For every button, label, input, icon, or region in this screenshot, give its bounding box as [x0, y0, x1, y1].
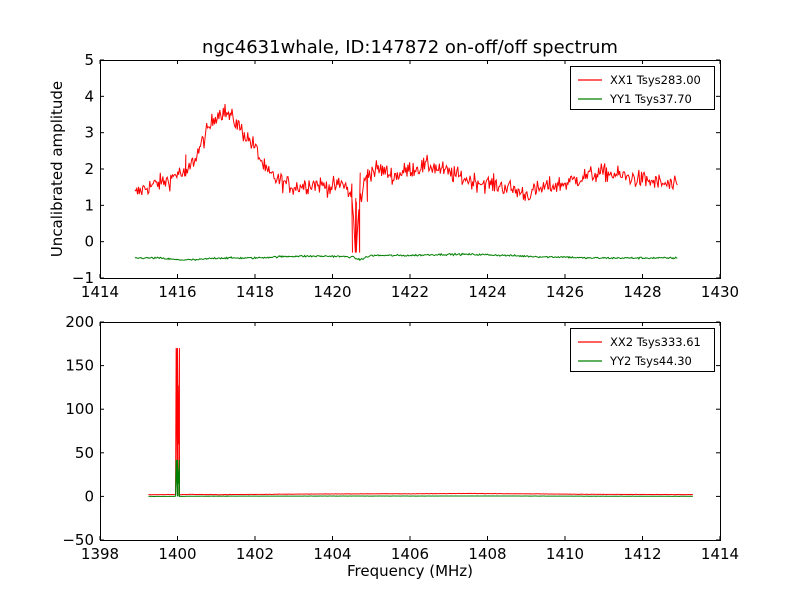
- x-tick-label: 1426: [546, 283, 584, 301]
- x-tick-label: 1406: [391, 545, 429, 563]
- x-tick-label: 1402: [236, 545, 274, 563]
- y-tick-label: 150: [65, 357, 94, 375]
- legend: XX2 Tsys333.61 YY2 Tsys44.30: [570, 328, 715, 372]
- series-line-xx1: [134, 103, 678, 253]
- y-tick-label: −1: [72, 269, 94, 287]
- legend-box: [570, 66, 715, 110]
- x-tick-label: 1430: [701, 283, 739, 301]
- x-tick-label: 1420: [313, 283, 351, 301]
- x-tick-label: 1414: [701, 545, 739, 563]
- y-tick-label: 100: [65, 400, 94, 418]
- legend-entry: YY1 Tsys37.70: [609, 92, 692, 106]
- x-tick-label: 1428: [623, 283, 661, 301]
- y-tick-label: 200: [65, 313, 94, 331]
- legend-entry: XX2 Tsys333.61: [610, 335, 701, 349]
- y-tick-label: −50: [62, 531, 94, 549]
- plot-1: 1414 1416 1418 1420 1422 1424 1426 1428 1430 −1 0 1…: [48, 37, 739, 301]
- y-tick-label: 5: [84, 51, 94, 69]
- x-tick-label: 1398: [81, 545, 119, 563]
- x-tick-label: 1414: [81, 283, 119, 301]
- chart-title: ngc4631whale, ID:147872 on-off/off spect…: [202, 37, 618, 58]
- series-line-yy2: [148, 459, 693, 498]
- plot-2: 1398 1400 1402 1404 1406 1408 1410 1412 1414 −50 0…: [62, 313, 739, 580]
- x-tick-label: 1410: [546, 545, 584, 563]
- y-tick-label: 4: [84, 87, 94, 105]
- x-tick-label: 1408: [468, 545, 506, 563]
- x-tick-label: 1404: [313, 545, 351, 563]
- legend-box: [570, 328, 715, 372]
- x-axis-label: Frequency (MHz): [347, 562, 473, 580]
- series-line-xx2: [148, 348, 694, 496]
- y-tick-label: 2: [84, 160, 94, 178]
- x-tick-label: 1412: [623, 545, 661, 563]
- y-tick-label: 0: [84, 233, 94, 251]
- x-tick-label: 1422: [391, 283, 429, 301]
- legend: XX1 Tsys283.00 YY1 Tsys37.70: [570, 66, 715, 110]
- series-group: [134, 103, 678, 262]
- y-tick-label: 0: [84, 487, 94, 505]
- y-tick-label: 50: [75, 444, 94, 462]
- y-tick-label: 3: [84, 124, 94, 142]
- legend-entry: YY2 Tsys44.30: [609, 354, 692, 368]
- y-axis-label: Uncalibrated amplitude: [48, 81, 66, 257]
- x-tick-label: 1424: [468, 283, 506, 301]
- x-tick-label: 1418: [236, 283, 274, 301]
- y-tick-label: 1: [84, 196, 94, 214]
- x-tick-label: 1416: [158, 283, 196, 301]
- series-group: [148, 348, 694, 498]
- x-tick-label: 1400: [158, 545, 196, 563]
- series-line-yy1: [134, 252, 678, 262]
- legend-entry: XX1 Tsys283.00: [610, 73, 701, 87]
